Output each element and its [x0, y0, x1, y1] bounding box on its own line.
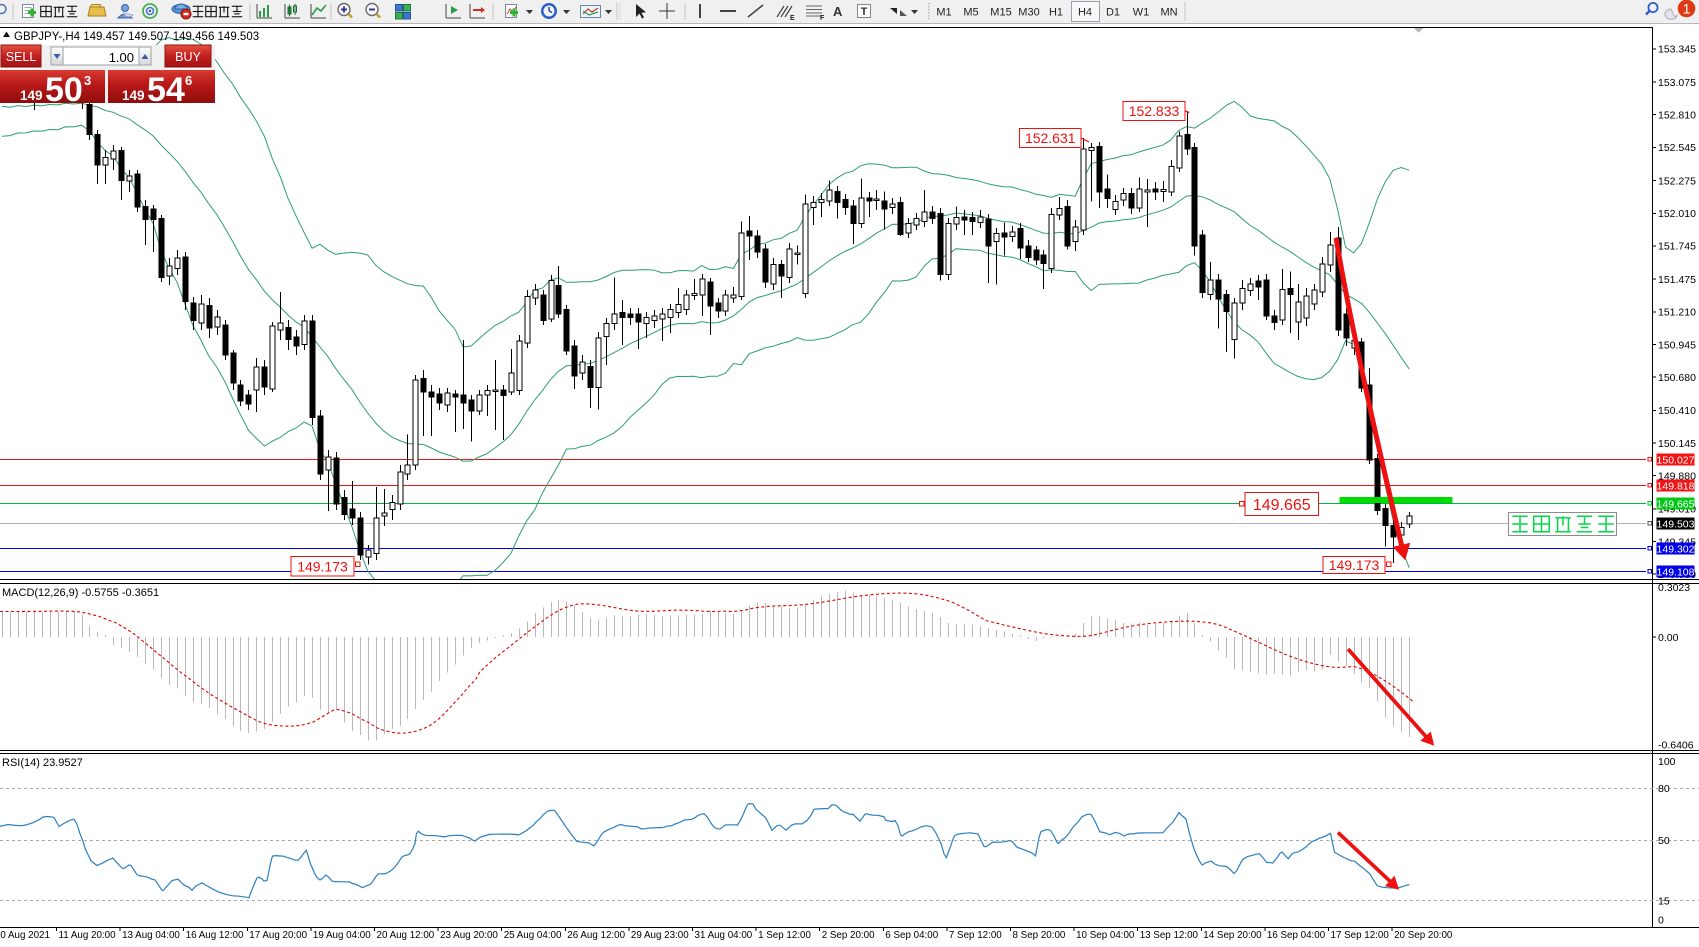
svg-text:149.173: 149.173 — [1329, 557, 1380, 573]
svg-text:14 Sep 20:00: 14 Sep 20:00 — [1203, 930, 1262, 941]
svg-text:13 Sep 12:00: 13 Sep 12:00 — [1140, 930, 1199, 941]
svg-text:11 Aug 20:00: 11 Aug 20:00 — [59, 930, 117, 941]
svg-text:15: 15 — [1658, 896, 1670, 908]
svg-text:153.075: 153.075 — [1658, 77, 1696, 89]
svg-text:100: 100 — [1658, 756, 1676, 768]
svg-text:151.475: 151.475 — [1658, 274, 1696, 286]
svg-text:23 Aug 20:00: 23 Aug 20:00 — [440, 930, 498, 941]
svg-text:1.00: 1.00 — [109, 50, 134, 65]
svg-text:BUY: BUY — [175, 50, 201, 64]
svg-text:80: 80 — [1658, 783, 1670, 795]
svg-text:150.145: 150.145 — [1658, 438, 1696, 450]
svg-text:149.665: 149.665 — [1253, 497, 1311, 514]
svg-text:1 Sep 12:00: 1 Sep 12:00 — [758, 930, 811, 941]
svg-text:149.665: 149.665 — [1657, 498, 1695, 510]
svg-text:26 Aug 12:00: 26 Aug 12:00 — [567, 930, 625, 941]
svg-text:29 Aug 23:00: 29 Aug 23:00 — [631, 930, 689, 941]
svg-text:M30: M30 — [1018, 7, 1039, 19]
svg-text:149.818: 149.818 — [1657, 480, 1695, 492]
svg-text:H4: H4 — [1078, 7, 1092, 19]
svg-text:50: 50 — [45, 71, 83, 109]
svg-text:149.173: 149.173 — [297, 558, 348, 574]
svg-text:50: 50 — [1658, 835, 1670, 847]
svg-text:25 Aug 04:00: 25 Aug 04:00 — [504, 930, 562, 941]
svg-text:H1: H1 — [1049, 7, 1063, 19]
svg-text:149.108: 149.108 — [1657, 566, 1695, 578]
svg-text:152.010: 152.010 — [1658, 208, 1696, 220]
svg-text:1: 1 — [1683, 1, 1691, 17]
svg-text:17 Sep 12:00: 17 Sep 12:00 — [1331, 930, 1390, 941]
svg-text:7 Sep 12:00: 7 Sep 12:00 — [949, 930, 1002, 941]
svg-text:6 Sep 04:00: 6 Sep 04:00 — [885, 930, 938, 941]
svg-text:3: 3 — [84, 73, 91, 88]
svg-text:152.545: 152.545 — [1658, 142, 1696, 154]
svg-text:19 Aug 04:00: 19 Aug 04:00 — [313, 930, 371, 941]
svg-text:149.302: 149.302 — [1657, 543, 1695, 555]
svg-text:MN: MN — [1160, 7, 1177, 19]
svg-text:20 Aug 12:00: 20 Aug 12:00 — [377, 930, 435, 941]
svg-text:8 Sep 20:00: 8 Sep 20:00 — [1013, 930, 1066, 941]
svg-text:2 Sep 20:00: 2 Sep 20:00 — [822, 930, 875, 941]
svg-text:150.945: 150.945 — [1658, 339, 1696, 351]
svg-text:0.3023: 0.3023 — [1658, 582, 1690, 594]
svg-text:MACD(12,26,9) -0.5755 -0.3651: MACD(12,26,9) -0.5755 -0.3651 — [2, 587, 159, 599]
svg-text:W1: W1 — [1133, 7, 1150, 19]
svg-text:E: E — [790, 15, 795, 22]
svg-text:16 Sep 04:00: 16 Sep 04:00 — [1267, 930, 1326, 941]
svg-text:150.410: 150.410 — [1658, 405, 1696, 417]
svg-text:10 Sep 04:00: 10 Sep 04:00 — [1076, 930, 1135, 941]
svg-text:0.00: 0.00 — [1658, 632, 1679, 644]
svg-text:151.210: 151.210 — [1658, 307, 1696, 319]
svg-text:150.027: 150.027 — [1657, 454, 1695, 466]
svg-text:149: 149 — [20, 88, 43, 103]
svg-text:150.680: 150.680 — [1658, 372, 1696, 384]
svg-text:RSI(14) 23.9527: RSI(14) 23.9527 — [2, 757, 83, 769]
svg-text:151.745: 151.745 — [1658, 241, 1696, 253]
svg-text:D1: D1 — [1106, 7, 1120, 19]
svg-text:T: T — [861, 6, 868, 18]
svg-text:20 Sep 20:00: 20 Sep 20:00 — [1394, 930, 1453, 941]
svg-text:13 Aug 04:00: 13 Aug 04:00 — [122, 930, 180, 941]
svg-text:149: 149 — [122, 88, 145, 103]
svg-text:54: 54 — [147, 71, 185, 109]
svg-text:6: 6 — [185, 73, 192, 88]
svg-text:F: F — [820, 15, 825, 22]
svg-text:-0.6406: -0.6406 — [1658, 740, 1694, 752]
svg-text:M15: M15 — [990, 7, 1011, 19]
svg-text:152.631: 152.631 — [1025, 130, 1076, 146]
svg-text:M1: M1 — [936, 7, 951, 19]
svg-text:152.275: 152.275 — [1658, 175, 1696, 187]
svg-text:GBPJPY-,H4 149.457 149.507 14: GBPJPY-,H4 149.457 149.507 149.456 149.5… — [14, 31, 259, 43]
svg-text:16 Aug 12:00: 16 Aug 12:00 — [186, 930, 244, 941]
svg-text:SELL: SELL — [6, 50, 37, 64]
svg-text:153.345: 153.345 — [1658, 44, 1696, 56]
svg-text:31 Aug 04:00: 31 Aug 04:00 — [695, 930, 753, 941]
svg-text:152.833: 152.833 — [1129, 103, 1180, 119]
svg-text:M5: M5 — [963, 7, 978, 19]
svg-text:152.810: 152.810 — [1658, 110, 1696, 122]
svg-text:0: 0 — [1658, 915, 1664, 927]
svg-text:149.503: 149.503 — [1657, 518, 1695, 530]
svg-text:A: A — [833, 4, 843, 19]
svg-text:17 Aug 20:00: 17 Aug 20:00 — [249, 930, 307, 941]
svg-text:10 Aug 2021: 10 Aug 2021 — [0, 930, 50, 941]
